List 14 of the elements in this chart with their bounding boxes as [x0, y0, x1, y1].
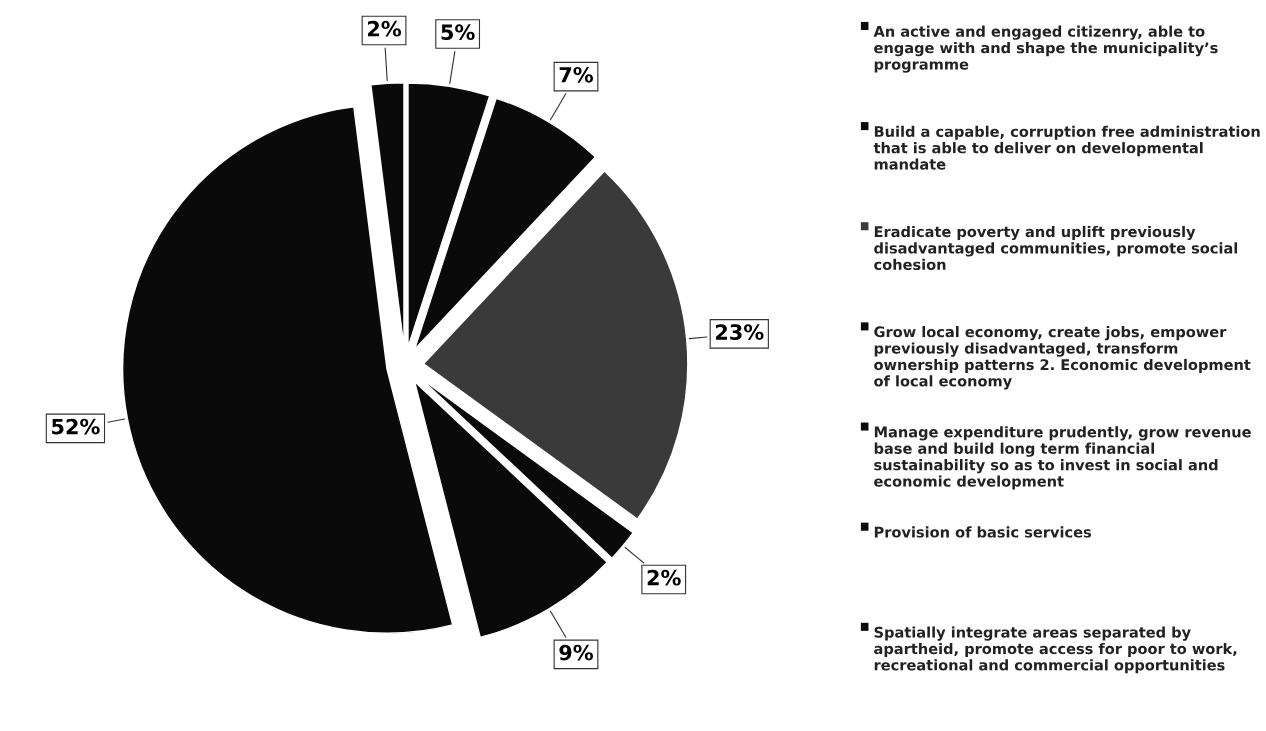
data-label: 23%	[715, 324, 764, 340]
data-label: 7%	[559, 66, 593, 83]
legend-label: Provision of basic services	[874, 526, 1092, 538]
legend-label: An active and engaged citizenry, able to engage with and shape the municipality’s programme	[873, 25, 1218, 73]
legend-label: Grow local economy, create jobs, empower previously disadvantaged, transform ownership patterns 2. Economic development of local economy	[874, 326, 1251, 390]
legend-label: Spatially integrate areas separated by apartheid, promote access for poor to work, recreational and commercial opportunities	[874, 626, 1237, 674]
data-label: 9%	[559, 644, 593, 661]
data-label: 2%	[368, 20, 402, 37]
legend-label: Build a capable, corruption free administration that is able to deliver on developmental mandate	[873, 125, 1260, 170]
data-label: 5%	[441, 24, 475, 41]
data-label: 52%	[52, 418, 100, 435]
data-label: 2%	[647, 569, 681, 586]
legend-label: Eradicate poverty and uplift previously disadvantaged communities, promote social cohesion	[874, 225, 1238, 271]
legend-label: Manage expenditure prudently, grow revenue base and build long term financial sustainability so as to invest in social and economic development	[874, 426, 1251, 490]
